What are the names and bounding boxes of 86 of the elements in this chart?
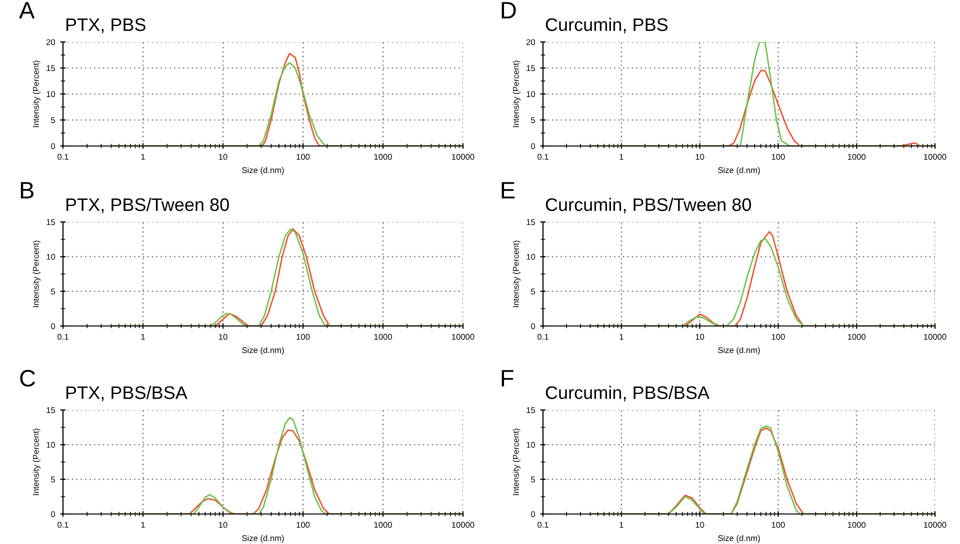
x-tick-label: 100	[772, 334, 785, 340]
y-tick-label: 10	[526, 442, 536, 448]
x-tick-label: 10000	[452, 154, 474, 160]
x-tick-label: 10	[696, 334, 704, 340]
y-tick-label: 15	[526, 407, 536, 414]
y-tick-label: 5	[51, 476, 56, 482]
y-tick-label: 15	[526, 65, 536, 72]
x-tick-label: 100	[772, 154, 785, 160]
x-tick-label: 10000	[452, 522, 474, 528]
y-tick-label: 15	[46, 407, 56, 414]
x-tick-label: 100	[296, 522, 310, 528]
x-tick-label: 0.1	[58, 334, 68, 340]
x-axis-title: Size (d.nm)	[718, 346, 760, 355]
x-tick-label: 100	[772, 522, 785, 528]
x-tick-label: 1	[620, 522, 624, 528]
y-axis-title: Intensity (Percent)	[512, 428, 521, 496]
text: F	[502, 370, 514, 386]
y-tick-label: 5	[51, 288, 56, 294]
text: C	[20, 370, 36, 387]
y-axis-title: Intensity (Percent)	[32, 60, 41, 128]
y-tick-label: 15	[46, 219, 56, 226]
x-axis-title: Size (d.nm)	[242, 346, 284, 355]
y-tick-label: 0	[51, 143, 56, 150]
x-axis-title: Size (d.nm)	[242, 534, 284, 543]
y-tick-label: 0	[531, 323, 536, 330]
x-tick-label: 10	[696, 154, 704, 160]
y-tick-label: 0	[531, 143, 536, 150]
chart-title: PTX, PBS/Tween 80	[66, 198, 229, 214]
x-tick-label: 0.1	[538, 522, 548, 528]
x-tick-label: 10	[696, 522, 704, 528]
y-tick-label: 5	[531, 288, 536, 294]
x-tick-label: 10000	[924, 334, 946, 340]
chart-title: Curcumin, PBS/Tween 80	[546, 198, 751, 214]
x-tick-label: 0.1	[538, 154, 548, 160]
chart-title: PTX, PBS	[66, 18, 146, 34]
text: D	[502, 2, 516, 18]
y-tick-label: 20	[526, 39, 536, 46]
chart-title: Curcumin, PBS/BSA	[546, 386, 710, 402]
y-tick-label: 20	[46, 39, 56, 46]
y-axis-title: Intensity (Percent)	[512, 60, 521, 128]
y-tick-label: 5	[531, 117, 536, 124]
x-tick-label: 100	[296, 154, 310, 160]
text: E	[502, 182, 515, 198]
y-tick-label: 10	[526, 91, 536, 98]
y-tick-label: 10	[46, 442, 56, 448]
x-tick-label: 1000	[374, 154, 392, 160]
x-axis-title: Size (d.nm)	[718, 166, 760, 175]
y-tick-label: 0	[51, 511, 56, 518]
y-tick-label: 15	[46, 65, 56, 72]
x-tick-label: 10	[219, 334, 228, 340]
chart-title: PTX, PBS/BSA	[66, 386, 188, 402]
y-tick-label: 5	[531, 476, 536, 482]
x-tick-label: 1000	[848, 334, 866, 340]
x-tick-label: 1000	[374, 334, 392, 340]
y-axis-title: Intensity (Percent)	[512, 240, 521, 308]
y-tick-label: 5	[51, 117, 56, 124]
x-axis-title: Size (d.nm)	[718, 534, 760, 543]
x-tick-label: 1	[141, 154, 145, 160]
chart-title: Curcumin, PBS	[546, 18, 668, 34]
x-tick-label: 0.1	[58, 522, 68, 528]
x-tick-label: 0.1	[538, 334, 548, 340]
y-axis-title: Intensity (Percent)	[32, 240, 41, 308]
x-tick-label: 10000	[452, 334, 474, 340]
x-tick-label: 1000	[374, 522, 392, 528]
x-tick-label: 1	[141, 522, 145, 528]
y-tick-label: 10	[526, 254, 536, 260]
y-tick-label: 0	[51, 323, 56, 330]
x-tick-label: 10	[219, 522, 228, 528]
x-tick-label: 1	[141, 334, 145, 340]
x-tick-label: 0.1	[58, 154, 68, 160]
text: A	[19, 2, 35, 18]
y-tick-label: 15	[526, 219, 536, 226]
x-tick-label: 1	[620, 154, 624, 160]
x-tick-label: 10000	[924, 522, 946, 528]
y-tick-label: 0	[531, 511, 536, 518]
x-tick-label: 1000	[848, 154, 866, 160]
y-axis-title: Intensity (Percent)	[32, 428, 41, 496]
x-tick-label: 10	[219, 154, 228, 160]
y-tick-label: 10	[46, 254, 56, 260]
x-axis-title: Size (d.nm)	[242, 166, 284, 175]
y-tick-label: 10	[46, 91, 56, 98]
x-tick-label: 1	[620, 334, 624, 340]
x-tick-label: 10000	[924, 154, 946, 160]
text: B	[20, 182, 34, 198]
x-tick-label: 100	[296, 334, 310, 340]
x-tick-label: 1000	[848, 522, 866, 528]
